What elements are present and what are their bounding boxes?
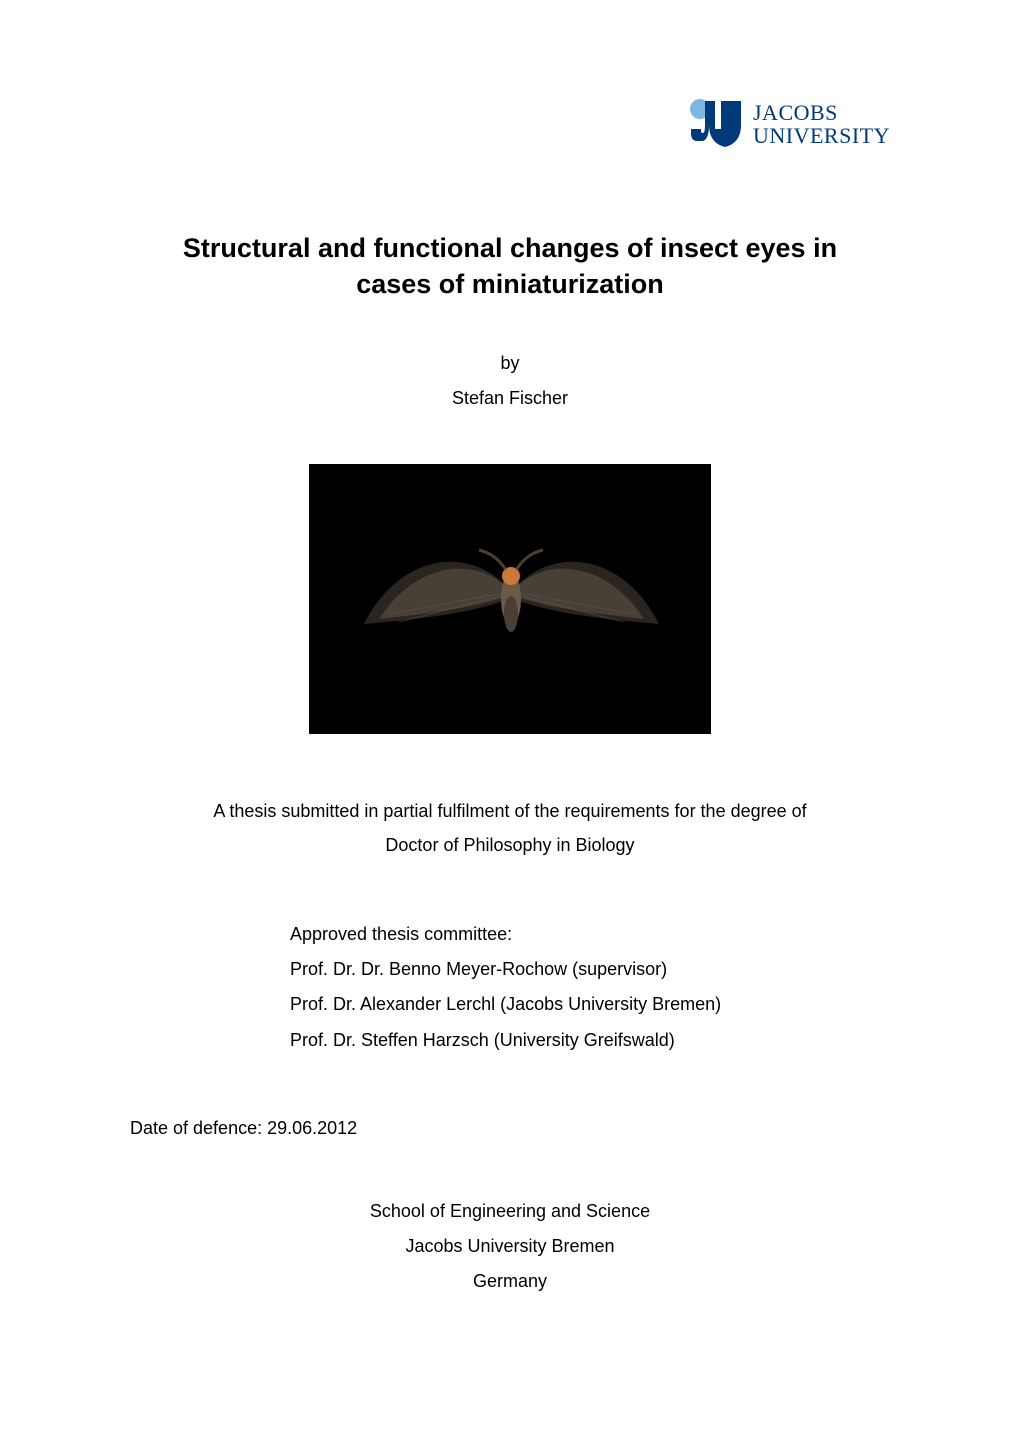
title-block: Structural and functional changes of ins… [100, 230, 920, 303]
committee-block: Approved thesis committee: Prof. Dr. Dr.… [290, 917, 920, 1057]
school-line3: Germany [100, 1264, 920, 1299]
thesis-statement: A thesis submitted in partial fulfilment… [100, 794, 920, 862]
defence-date: Date of defence: 29.06.2012 [130, 1118, 920, 1139]
committee-heading: Approved thesis committee: [290, 917, 920, 952]
committee-member: Prof. Dr. Steffen Harzsch (University Gr… [290, 1023, 920, 1058]
school-line1: School of Engineering and Science [100, 1194, 920, 1229]
logo-line1: JACOBS [753, 101, 890, 124]
shield-icon [687, 95, 745, 153]
page: JACOBS UNIVERSITY Structural and functio… [0, 0, 1020, 1443]
logo-line2: UNIVERSITY [753, 124, 890, 147]
school-line2: Jacobs University Bremen [100, 1229, 920, 1264]
title-line1: Structural and functional changes of ins… [183, 233, 837, 263]
author-name: Stefan Fischer [100, 388, 920, 409]
committee-member: Prof. Dr. Alexander Lerchl (Jacobs Unive… [290, 987, 920, 1022]
school-block: School of Engineering and Science Jacobs… [100, 1194, 920, 1299]
logo-text: JACOBS UNIVERSITY [753, 101, 890, 147]
partial-line2: Doctor of Philosophy in Biology [100, 828, 920, 862]
page-title: Structural and functional changes of ins… [130, 230, 890, 303]
by-label: by [100, 353, 920, 374]
committee-member: Prof. Dr. Dr. Benno Meyer-Rochow (superv… [290, 952, 920, 987]
moth-icon [309, 464, 711, 734]
university-logo: JACOBS UNIVERSITY [687, 95, 890, 153]
partial-line1: A thesis submitted in partial fulfilment… [100, 794, 920, 828]
moth-figure [309, 464, 711, 734]
title-line2: cases of miniaturization [356, 269, 664, 299]
